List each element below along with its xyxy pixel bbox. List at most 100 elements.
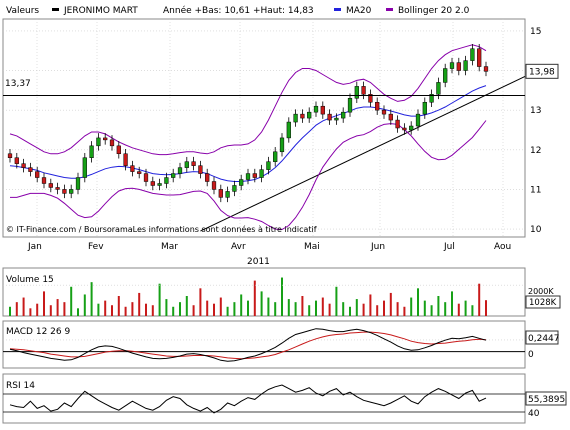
volume-bar [104, 300, 107, 316]
volume-bar [185, 296, 188, 316]
month-axis: Jan Fev Mar Avr Mai Jun Jul Aou [27, 242, 511, 252]
volume-bar [396, 302, 399, 316]
rsi-series-line [9, 384, 487, 414]
volume-bar [267, 297, 270, 316]
ticker-name: JERONIMO MART [63, 6, 138, 16]
rsi-line [3, 384, 525, 414]
volume-bar [83, 294, 86, 316]
volume-bar [335, 286, 338, 316]
month-label: Jan [27, 242, 42, 252]
volume-bar [192, 305, 195, 316]
candle-body [109, 139, 115, 147]
ma20-label: MA20 [346, 6, 372, 16]
volume-bar [124, 306, 127, 316]
volume-bar [444, 302, 447, 316]
bollinger-upper-line [9, 44, 487, 156]
candle-body [198, 165, 203, 174]
candle-body [28, 167, 33, 172]
candle-body [191, 161, 196, 166]
candle-body [218, 189, 223, 198]
ma20-swatch [334, 8, 341, 11]
macd-title: MACD 12 26 9 [6, 327, 70, 337]
candle-body [429, 94, 434, 103]
candle-body [463, 60, 468, 71]
candle-body [130, 165, 135, 172]
volume-bar [131, 302, 134, 316]
candle-body [456, 62, 461, 71]
rsi-panel-frame [2, 373, 526, 424]
candle-body [116, 145, 121, 155]
candle-body [69, 189, 74, 194]
volume-bar [355, 299, 358, 316]
candle-body [307, 111, 312, 119]
volume-bar [451, 291, 453, 316]
volume-bar [471, 305, 474, 316]
candle-body [477, 48, 482, 67]
candle-body [103, 137, 108, 141]
volume-bar [389, 292, 392, 316]
volume-bar [15, 302, 18, 316]
volume-bar [111, 305, 113, 316]
candle-body [75, 177, 81, 190]
volume-bar [63, 302, 66, 316]
volume-bar [274, 302, 277, 316]
bollinger-lower-line [10, 120, 487, 231]
volume-bars [3, 277, 525, 316]
volume-bar [260, 291, 263, 316]
volume-bar [349, 306, 351, 316]
month-label: Avr [231, 242, 246, 252]
candle-body [443, 68, 448, 83]
volume-bar [199, 288, 202, 316]
candle-body [286, 121, 291, 139]
volume-bar [281, 277, 283, 316]
candle-body [164, 177, 169, 184]
volume-bar [145, 303, 147, 316]
volume-bar [430, 305, 433, 316]
candle-body [395, 119, 400, 129]
volume-bar [77, 308, 79, 316]
volume-panel: Volume 15 2000K 1028K [2, 267, 561, 317]
candle-body [232, 185, 237, 192]
candle-body [62, 189, 67, 194]
candle-body [259, 169, 264, 178]
candle-body [211, 181, 217, 190]
volume-bar [383, 300, 385, 316]
candle-body [225, 191, 230, 198]
candle-body [48, 183, 53, 188]
volume-bar [90, 282, 93, 316]
volume-bar [56, 299, 59, 316]
candle-body [239, 179, 244, 186]
candle-body [293, 113, 298, 123]
candle-body [150, 181, 155, 186]
volume-bar [362, 303, 365, 316]
candle-body [252, 173, 257, 178]
candle-body [96, 137, 101, 147]
reference-level-label: 13,37 [5, 79, 31, 89]
candle-body [137, 171, 142, 174]
month-label: Aou [494, 242, 511, 252]
macd-zero-tick: 0 [528, 350, 534, 360]
candle-body [266, 161, 271, 170]
candle-body [334, 117, 339, 121]
volume-bar [342, 302, 345, 316]
candle-body [470, 48, 475, 61]
volume-bar [138, 292, 141, 316]
volume-bar [328, 303, 331, 316]
volume-bar [315, 300, 317, 316]
candle-body [483, 66, 489, 72]
trend-line-layer [200, 76, 526, 232]
candle-body [415, 113, 421, 127]
month-label: Mar [161, 242, 178, 252]
rsi-title: RSI 14 [6, 381, 35, 391]
month-label: Jul [443, 242, 455, 252]
last-price-tag: 13,98 [525, 63, 559, 79]
volume-bar [206, 300, 209, 316]
volume-bar [240, 294, 243, 316]
last-price-tag-box [525, 63, 559, 79]
price-y-tick: 15 [530, 27, 541, 37]
candle-body [157, 183, 162, 186]
candle-body [205, 173, 210, 182]
volume-bar [158, 283, 161, 316]
rsi-40-tick: 40 [528, 409, 540, 419]
candle-body [41, 177, 47, 184]
